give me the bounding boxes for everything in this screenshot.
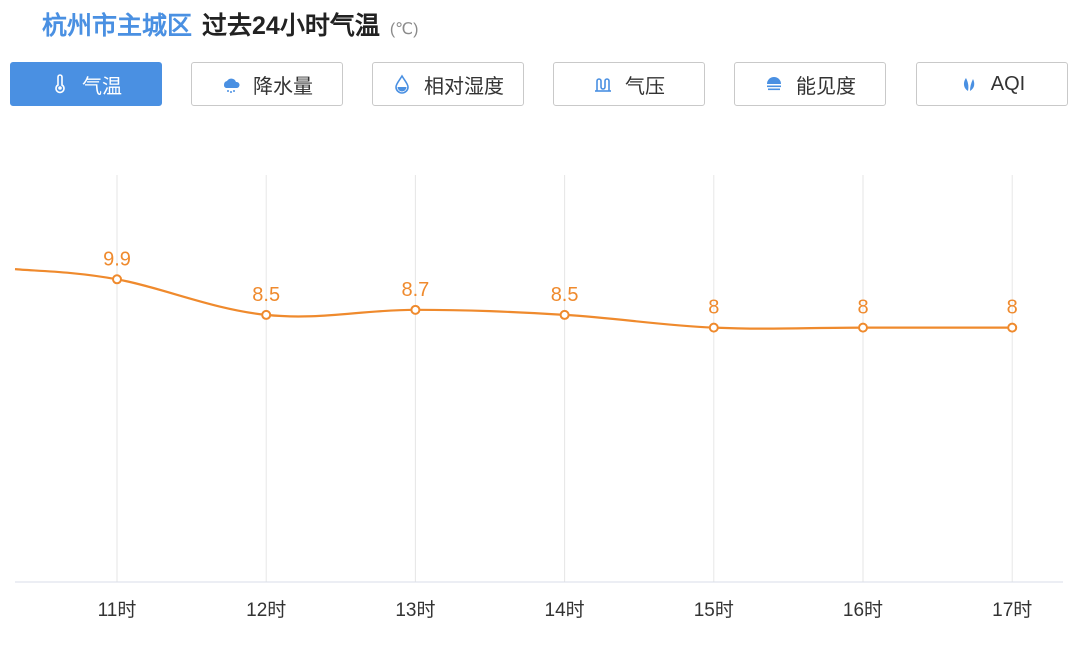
- data-point: [1007, 322, 1018, 333]
- data-point: [559, 309, 570, 320]
- x-tick-label: 15时: [694, 599, 734, 621]
- tab-visibility[interactable]: 能见度: [734, 62, 886, 106]
- thermometer-icon: [50, 74, 70, 94]
- city-name: 杭州市主城区: [42, 12, 193, 40]
- data-label: 8: [857, 297, 868, 319]
- tab-label: 气温: [82, 75, 122, 98]
- data-point: [261, 309, 272, 320]
- data-point: [708, 322, 719, 333]
- visibility-icon: [764, 74, 784, 94]
- tab-pressure[interactable]: 气压: [553, 62, 705, 106]
- data-label: 8.5: [252, 284, 280, 306]
- x-tick-label: 12时: [246, 599, 286, 621]
- tab-precipitation[interactable]: 降水量: [191, 62, 343, 106]
- x-tick-label: 11时: [98, 599, 137, 621]
- rain-cloud-icon: [221, 74, 241, 94]
- data-label: 8: [708, 297, 719, 319]
- pressure-icon: [593, 74, 613, 94]
- water-drop-icon: [392, 74, 412, 94]
- chart-header: 杭州市主城区 过去24小时气温 (℃): [42, 6, 418, 42]
- data-point: [858, 322, 868, 333]
- temperature-series-line: [14, 268, 1013, 330]
- data-label: 8.5: [551, 284, 579, 306]
- tab-label: 气压: [625, 75, 665, 98]
- data-label: 9.9: [103, 248, 131, 270]
- tab-temperature[interactable]: 气温: [10, 62, 162, 106]
- leaf-icon: [959, 74, 979, 94]
- x-tick-label: 16时: [843, 599, 883, 621]
- data-point: [410, 304, 421, 315]
- tab-aqi[interactable]: AQI: [916, 62, 1068, 106]
- tab-label: 能见度: [796, 75, 856, 98]
- x-tick-label: 13时: [395, 599, 435, 621]
- tab-label: AQI: [990, 72, 1026, 95]
- tab-label: 相对湿度: [424, 75, 504, 98]
- data-point: [112, 274, 122, 285]
- x-tick-label: 14时: [545, 599, 585, 621]
- unit-label: (℃): [389, 21, 419, 38]
- page-title: 过去24小时气温: [202, 12, 380, 40]
- metric-tabs: 气温 降水量 相对湿度 气压 能见度 AQI: [10, 62, 1068, 108]
- temperature-line-chart: 9.9 11时 8.5 12时 8.7 13时 8.5 14时 8 15时 8 16时 8 17时: [14, 175, 1063, 621]
- data-label: 8.7: [401, 279, 429, 301]
- x-tick-label: 17时: [992, 599, 1032, 621]
- tab-humidity[interactable]: 相对湿度: [372, 62, 524, 106]
- data-label: 8: [1007, 297, 1018, 319]
- tab-label: 降水量: [253, 75, 313, 98]
